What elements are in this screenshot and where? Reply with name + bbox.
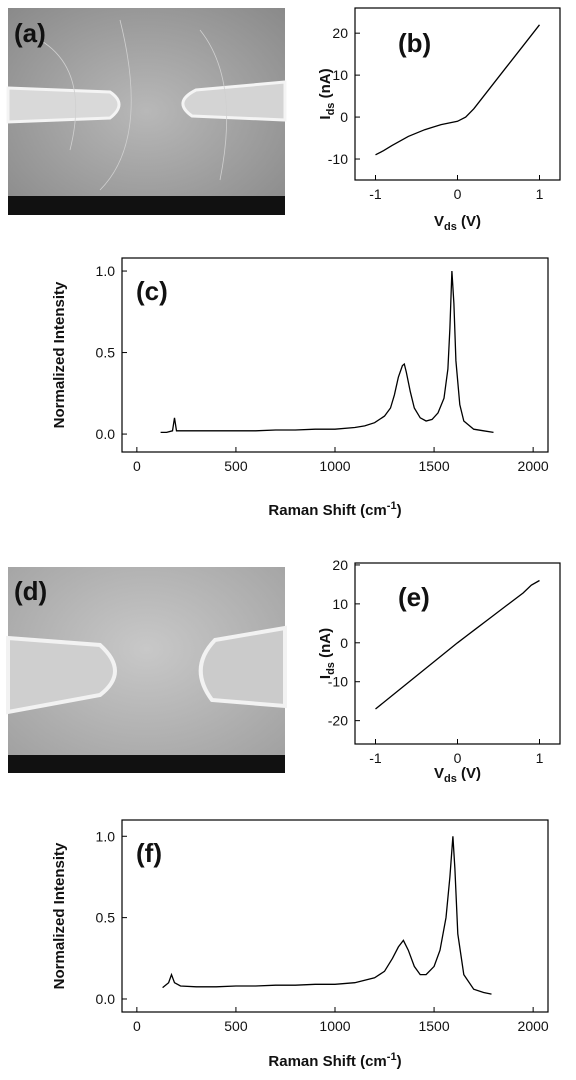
- x-tick-label: 0: [133, 458, 141, 474]
- label-part: V: [434, 213, 444, 230]
- y-tick-label: 1.0: [96, 263, 116, 279]
- x-tick-label: -1: [369, 186, 382, 202]
- x-tick-label: -1: [369, 750, 382, 766]
- panel-label: (e): [398, 582, 430, 612]
- label-sub: ds: [325, 103, 337, 116]
- y-tick-label: 20: [332, 557, 348, 573]
- y-tick-label: 10: [332, 596, 348, 612]
- panel-label: (b): [398, 28, 431, 58]
- label-part: I: [317, 115, 334, 119]
- plot-frame: [121, 819, 549, 1013]
- y-tick-label: 20: [332, 25, 348, 41]
- sem-image: (a): [6, 8, 287, 215]
- y-tick-label: -20: [328, 713, 348, 729]
- x-tick-label: 1: [536, 750, 544, 766]
- x-tick-label: 1500: [418, 458, 449, 474]
- label-sub: ds: [325, 662, 337, 675]
- x-tick-label: 1: [536, 186, 544, 202]
- y-axis-label: Ids (nA): [317, 68, 337, 119]
- x-axis-label: Vds (V): [434, 213, 481, 233]
- label-sup: -1: [387, 1051, 397, 1063]
- label-part: Raman Shift (cm: [268, 1053, 386, 1070]
- x-tick-label: 1500: [418, 1018, 449, 1034]
- label-part: (nA): [317, 628, 334, 662]
- label-sub: ds: [444, 221, 457, 233]
- x-axis-label: Vds (V): [434, 765, 481, 785]
- label-sup: -1: [387, 500, 397, 512]
- label-part: (V): [457, 765, 481, 782]
- y-tick-label: 1.0: [96, 828, 116, 844]
- y-tick-label: -10: [328, 674, 348, 690]
- x-tick-label: 2000: [518, 458, 549, 474]
- y-tick-label: -10: [328, 151, 348, 167]
- x-tick-label: 0: [133, 1018, 141, 1034]
- x-tick-label: 500: [224, 1018, 248, 1034]
- x-tick-label: 2000: [518, 1018, 549, 1034]
- sem-image: (d): [6, 567, 287, 773]
- panel-label: (c): [136, 276, 168, 306]
- y-tick-label: 0.0: [96, 426, 116, 442]
- label-part: Normalized Intensity: [51, 281, 68, 428]
- label-sub: ds: [444, 773, 457, 785]
- label-part: Normalized Intensity: [51, 842, 68, 989]
- panel-label: (a): [14, 18, 46, 48]
- label-part: ): [397, 502, 402, 519]
- data-line: [375, 24, 541, 156]
- y-axis-label: Normalized Intensity: [51, 842, 68, 989]
- x-tick-label: 1000: [319, 458, 350, 474]
- x-tick-label: 0: [454, 186, 462, 202]
- label-part: I: [317, 675, 334, 679]
- y-tick-label: 0.5: [96, 345, 116, 361]
- y-tick-label: 0.5: [96, 910, 116, 926]
- panel-label: (f): [136, 838, 162, 868]
- data-line: [375, 579, 540, 710]
- label-part: Raman Shift (cm: [268, 502, 386, 519]
- plot-frame: [121, 257, 549, 453]
- data-line: [160, 270, 494, 434]
- panel-label: (d): [14, 576, 47, 606]
- x-axis-label: Raman Shift (cm-1): [268, 500, 401, 519]
- label-part: V: [434, 765, 444, 782]
- label-part: (nA): [317, 68, 334, 102]
- data-line: [162, 836, 492, 995]
- label-part: ): [397, 1053, 402, 1070]
- x-tick-label: 0: [454, 750, 462, 766]
- x-axis-label: Raman Shift (cm-1): [268, 1051, 401, 1070]
- x-tick-label: 1000: [319, 1018, 350, 1034]
- plot-frame: [354, 7, 561, 181]
- y-tick-label: 0: [340, 109, 348, 125]
- y-axis-label: Ids (nA): [317, 628, 337, 679]
- y-tick-label: 10: [332, 67, 348, 83]
- label-part: (V): [457, 213, 481, 230]
- y-tick-label: 0.0: [96, 991, 116, 1007]
- x-tick-label: 500: [224, 458, 248, 474]
- y-tick-label: 0: [340, 635, 348, 651]
- y-axis-label: Normalized Intensity: [51, 281, 68, 428]
- plot-frame: [354, 562, 561, 745]
